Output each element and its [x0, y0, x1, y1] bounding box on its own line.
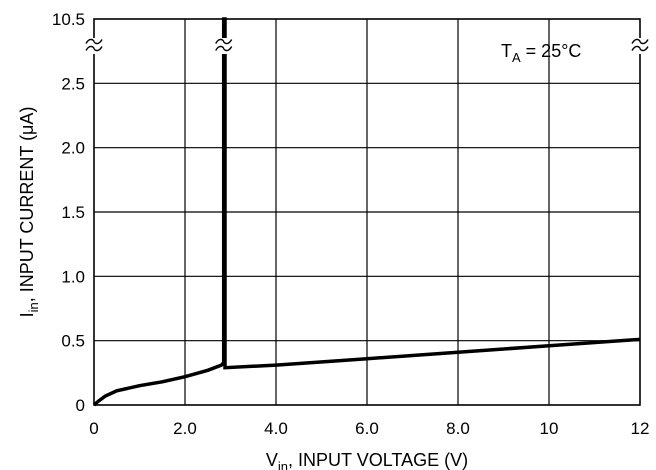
- annotation-rest: = 25°C: [521, 41, 582, 61]
- series-line: [92, 17, 641, 407]
- y-tick-label: 0: [76, 396, 85, 415]
- x-tick-label: 2.0: [173, 419, 197, 438]
- y-tick-label: 1.5: [61, 203, 85, 222]
- tick-labels: 0 2.0 4.0 6.0 8.0 10 12 0 0.5 1.0 1.5 2.0 2.5 10.5: [52, 10, 650, 438]
- break-tilde: [215, 45, 233, 52]
- series-group: [92, 17, 641, 407]
- x-tick-label: 10: [540, 419, 559, 438]
- x-tick-label: 6.0: [355, 419, 379, 438]
- plot-frame: [93, 18, 641, 406]
- y-tick-label: 10.5: [52, 10, 85, 29]
- x-axis-label: Vin, INPUT VOLTAGE (V): [266, 450, 468, 470]
- y-label-rest: , INPUT CURRENT (μA): [17, 107, 37, 303]
- break-tilde: [631, 45, 649, 52]
- x-label-rest: , INPUT VOLTAGE (V): [288, 450, 468, 470]
- break-tilde: [85, 45, 103, 52]
- temperature-annotation: TA = 25°C: [501, 41, 581, 65]
- annotation-sub: A: [512, 50, 521, 65]
- x-tick-label: 8.0: [446, 419, 470, 438]
- grid: [94, 19, 640, 405]
- break-tilde: [631, 38, 649, 45]
- y-label-sub: in: [26, 302, 41, 312]
- y-tick-label: 2.5: [61, 74, 85, 93]
- x-label-main: V: [266, 450, 278, 470]
- axis-break-marks: [85, 38, 649, 54]
- y-tick-label: 0.5: [61, 332, 85, 351]
- break-tilde: [85, 38, 103, 45]
- x-tick-label: 0: [89, 419, 98, 438]
- x-label-sub: in: [278, 459, 288, 470]
- y-axis-label: Iin, INPUT CURRENT (μA): [17, 107, 41, 318]
- x-tick-label: 4.0: [264, 419, 288, 438]
- break-tilde: [215, 38, 233, 45]
- y-label-main: I: [17, 312, 37, 317]
- plot-border: [93, 18, 641, 406]
- y-tick-label: 1.0: [61, 267, 85, 286]
- annotation-main: T: [501, 41, 512, 61]
- x-tick-label: 12: [631, 419, 650, 438]
- y-tick-label: 2.0: [61, 139, 85, 158]
